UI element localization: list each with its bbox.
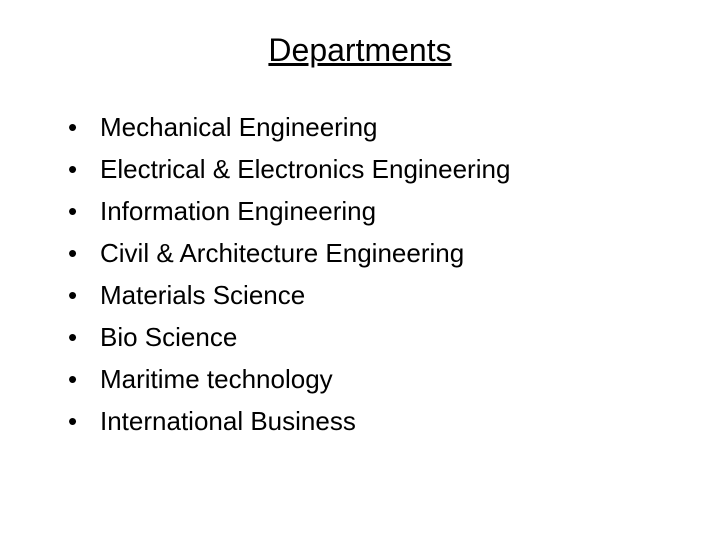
list-item: • Bio Science <box>60 319 660 355</box>
list-item-text: Electrical & Electronics Engineering <box>100 151 510 187</box>
list-item-text: Civil & Architecture Engineering <box>100 235 464 271</box>
department-list: • Mechanical Engineering • Electrical & … <box>60 109 660 439</box>
list-item: • Maritime technology <box>60 361 660 397</box>
list-item: • Civil & Architecture Engineering <box>60 235 660 271</box>
list-item-text: Maritime technology <box>100 361 333 397</box>
bullet-icon: • <box>60 319 100 355</box>
list-item-text: Materials Science <box>100 277 305 313</box>
bullet-icon: • <box>60 151 100 187</box>
list-item: • Mechanical Engineering <box>60 109 660 145</box>
slide-title: Departments <box>60 32 660 69</box>
bullet-icon: • <box>60 277 100 313</box>
bullet-icon: • <box>60 235 100 271</box>
list-item-text: Information Engineering <box>100 193 376 229</box>
list-item: • Electrical & Electronics Engineering <box>60 151 660 187</box>
list-item-text: Mechanical Engineering <box>100 109 378 145</box>
list-item: • Information Engineering <box>60 193 660 229</box>
list-item: • Materials Science <box>60 277 660 313</box>
list-item-text: International Business <box>100 403 356 439</box>
bullet-icon: • <box>60 403 100 439</box>
list-item: • International Business <box>60 403 660 439</box>
bullet-icon: • <box>60 193 100 229</box>
bullet-icon: • <box>60 361 100 397</box>
list-item-text: Bio Science <box>100 319 237 355</box>
bullet-icon: • <box>60 109 100 145</box>
